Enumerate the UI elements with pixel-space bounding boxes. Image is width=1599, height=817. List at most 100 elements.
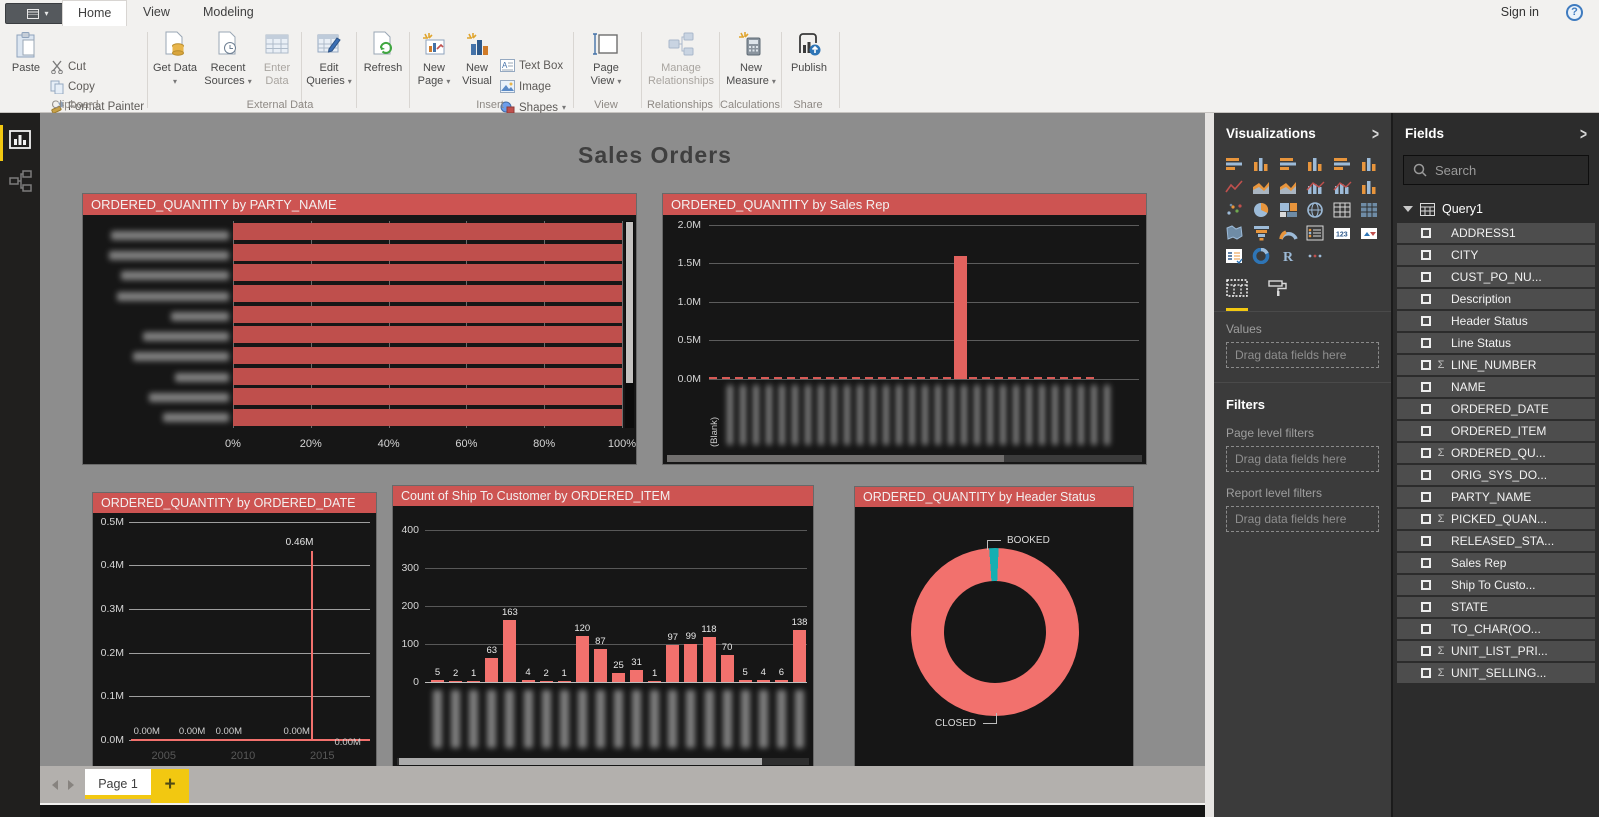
field-item[interactable]: Line Status [1397, 333, 1595, 353]
line-and-clustered-column-chart-icon[interactable] [1329, 175, 1356, 198]
image-button[interactable]: Image [500, 78, 551, 95]
bar[interactable] [748, 377, 756, 379]
scrollbar-thumb[interactable] [626, 222, 633, 384]
field-item[interactable]: Sales Rep [1397, 553, 1595, 573]
scrollbar-thumb[interactable] [399, 758, 762, 765]
bar[interactable] [793, 629, 806, 682]
chart-ordered-quantity-by-sales-rep[interactable]: ORDERED_QUANTITY by Sales Rep 2.0M 1.5M 1.… [663, 194, 1146, 464]
chart-count-ship-to-customer-by-ordered-item[interactable]: Count of Ship To Customer by ORDERED_ITE… [393, 486, 813, 766]
sign-in-link[interactable]: Sign in [1500, 5, 1539, 19]
values-drop-zone[interactable]: Drag data fields here [1226, 342, 1379, 368]
bar[interactable] [1073, 377, 1081, 379]
funnel-icon[interactable] [1248, 221, 1275, 244]
slicer-icon[interactable] [1221, 244, 1248, 267]
bar[interactable] [233, 367, 622, 385]
bar[interactable] [575, 636, 589, 682]
tab-view[interactable]: View [143, 5, 170, 19]
field-checkbox[interactable] [1421, 470, 1431, 480]
horizontal-scrollbar[interactable] [397, 758, 809, 765]
field-checkbox[interactable] [1421, 624, 1431, 634]
refresh-button[interactable]: Refresh [360, 31, 406, 75]
matrix-icon[interactable] [1356, 198, 1383, 221]
donut-chart[interactable] [911, 548, 1079, 716]
bar[interactable] [503, 620, 517, 682]
field-checkbox[interactable] [1421, 514, 1431, 524]
tab-home[interactable]: Home [62, 0, 128, 26]
tab-fields-bucket[interactable] [1226, 279, 1248, 311]
bar[interactable] [1008, 377, 1016, 379]
bar[interactable] [800, 377, 808, 379]
bar[interactable] [557, 680, 571, 682]
100-stacked-column-chart-icon[interactable] [1356, 152, 1383, 175]
previous-page-arrow[interactable] [52, 780, 58, 790]
line-baseline[interactable] [131, 739, 370, 741]
bar[interactable] [233, 305, 622, 323]
horizontal-scrollbar[interactable] [667, 455, 1142, 462]
field-item[interactable]: Ship To Custo... [1397, 575, 1595, 595]
bar[interactable] [233, 409, 622, 427]
bar[interactable] [738, 680, 752, 682]
bar[interactable] [233, 347, 622, 365]
field-checkbox[interactable] [1421, 646, 1431, 656]
field-item[interactable]: RELEASED_STA... [1397, 531, 1595, 551]
bar[interactable] [449, 680, 463, 682]
bar[interactable] [735, 377, 743, 379]
field-item[interactable]: Σ ORDERED_QU... [1397, 443, 1595, 463]
bar-peak[interactable] [954, 255, 968, 379]
recent-sources-button[interactable]: Recent Sources ▾ [202, 31, 254, 88]
multi-row-card-icon[interactable] [1302, 221, 1329, 244]
table-node-query1[interactable]: Query1 [1393, 193, 1599, 223]
field-item[interactable]: ADDRESS1 [1397, 223, 1595, 243]
edit-queries-button[interactable]: Edit Queries ▾ [305, 31, 353, 88]
field-checkbox[interactable] [1421, 536, 1431, 546]
next-page-arrow[interactable] [68, 780, 74, 790]
kpi-icon[interactable] [1356, 221, 1383, 244]
fields-search-input[interactable]: Search [1403, 155, 1589, 185]
bar[interactable] [593, 648, 607, 682]
area-chart-icon[interactable] [1248, 175, 1275, 198]
chart-ordered-quantity-by-header-status[interactable]: ORDERED_QUANTITY by Header Status BOOKED… [855, 487, 1133, 766]
field-item[interactable]: ORIG_SYS_DO... [1397, 465, 1595, 485]
bar[interactable] [630, 670, 644, 682]
field-item[interactable]: Σ UNIT_SELLING... [1397, 663, 1595, 683]
enter-data-button[interactable]: Enter Data [256, 31, 298, 88]
field-checkbox[interactable] [1421, 360, 1431, 370]
bar[interactable] [865, 377, 873, 379]
bar[interactable] [709, 377, 717, 379]
bar[interactable] [702, 637, 716, 682]
vertical-scrollbar[interactable] [625, 221, 634, 428]
field-item[interactable]: Header Status [1397, 311, 1595, 331]
tab-modeling[interactable]: Modeling [203, 5, 254, 19]
field-item[interactable]: NAME [1397, 377, 1595, 397]
bar[interactable] [233, 264, 622, 282]
field-item[interactable]: CUST_PO_NU... [1397, 267, 1595, 287]
report-view-button[interactable] [9, 130, 31, 157]
table-icon[interactable] [1329, 198, 1356, 221]
bar[interactable] [612, 672, 625, 682]
bar[interactable] [431, 680, 444, 682]
bar[interactable] [1047, 377, 1055, 379]
bar[interactable] [982, 377, 990, 379]
field-checkbox[interactable] [1421, 250, 1431, 260]
field-checkbox[interactable] [1421, 294, 1431, 304]
field-checkbox[interactable] [1421, 448, 1431, 458]
donut-chart-icon[interactable] [1248, 244, 1275, 267]
add-page-button[interactable]: + [151, 769, 189, 803]
paste-button[interactable]: Paste [6, 31, 46, 75]
bar[interactable] [943, 377, 951, 379]
tab-format[interactable] [1268, 279, 1288, 311]
bar[interactable] [539, 680, 553, 682]
field-checkbox[interactable] [1421, 602, 1431, 612]
bar[interactable] [839, 377, 847, 379]
more-options-icon[interactable] [1302, 244, 1329, 267]
collapse-panel-icon[interactable]: > [1579, 123, 1587, 144]
new-visual-button[interactable]: New Visual [457, 31, 497, 88]
shapes-button[interactable]: Shapes ▾ [500, 99, 566, 116]
field-checkbox[interactable] [1421, 558, 1431, 568]
bar[interactable] [233, 243, 622, 261]
relationships-view-button[interactable] [9, 170, 33, 197]
stacked-area-chart-icon[interactable] [1275, 175, 1302, 198]
field-item[interactable]: Σ PICKED_QUAN... [1397, 509, 1595, 529]
bar[interactable] [467, 680, 481, 682]
bar[interactable] [233, 326, 622, 344]
